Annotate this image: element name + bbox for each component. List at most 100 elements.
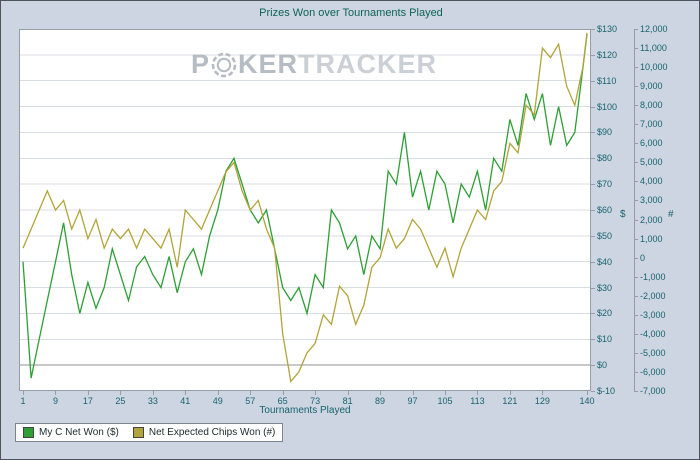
legend-item: My C Net Won ($): [23, 427, 119, 438]
hash-tick-label: -7,000: [640, 386, 666, 396]
hash-tick: [634, 372, 638, 373]
hash-tick-label: 11,000: [640, 43, 667, 53]
hash-tick: [634, 353, 638, 354]
legend-item: Net Expected Chips Won (#): [132, 427, 276, 438]
dollar-tick: [591, 339, 595, 340]
x-tick-label: 41: [180, 396, 191, 406]
dollar-tick: [591, 158, 595, 159]
legend-label-net-won: My C Net Won ($): [39, 427, 119, 438]
dollar-tick: [591, 365, 595, 366]
hash-tick: [634, 181, 638, 182]
hash-tick: [634, 67, 638, 68]
x-tick: [185, 391, 186, 395]
hash-tick: [634, 315, 638, 316]
hash-tick-label: -3,000: [640, 310, 666, 320]
legend: My C Net Won ($) Net Expected Chips Won …: [15, 423, 284, 442]
hash-tick-label: -4,000: [640, 329, 666, 339]
hash-tick: [634, 105, 638, 106]
dollar-tick-label: $10: [597, 334, 613, 344]
x-tick-label: 49: [212, 396, 223, 406]
x-axis-title: Tournaments Played: [259, 405, 351, 416]
hash-tick-label: 8,000: [640, 100, 663, 110]
hash-tick-label: -2,000: [640, 291, 666, 301]
hash-tick-label: 5,000: [640, 157, 663, 167]
dollar-tick-label: $70: [597, 179, 613, 189]
hash-axis-line: [634, 29, 635, 391]
x-tick: [380, 391, 381, 395]
hash-tick-label: -5,000: [640, 348, 666, 358]
x-tick: [120, 391, 121, 395]
watermark-text-ker: KER: [238, 49, 299, 79]
dollar-tick: [591, 184, 595, 185]
x-tick: [250, 391, 251, 395]
hash-tick-label: -6,000: [640, 367, 666, 377]
hash-tick: [634, 48, 638, 49]
dollar-tick-label: $40: [597, 257, 613, 267]
dollar-tick-label: $80: [597, 153, 613, 163]
x-tick-label: 33: [147, 396, 158, 406]
x-tick-label: 81: [342, 396, 353, 406]
plot-area: P KER TRACKER: [19, 29, 591, 391]
dollar-tick: [591, 107, 595, 108]
x-tick: [542, 391, 543, 395]
dollar-tick-label: $30: [597, 283, 613, 293]
watermark: P KER TRACKER: [191, 51, 437, 78]
hash-tick: [634, 124, 638, 125]
dollar-tick-label: $100: [597, 102, 618, 112]
dollar-tick: [591, 81, 595, 82]
x-tick-label: 17: [82, 396, 93, 406]
hash-tick: [634, 258, 638, 259]
x-tick-label: 129: [534, 396, 550, 406]
x-tick: [283, 391, 284, 395]
x-tick-label: 121: [502, 396, 518, 406]
dollar-tick-label: $130: [597, 24, 618, 34]
hash-tick-label: 9,000: [640, 81, 663, 91]
dollar-tick: [591, 29, 595, 30]
hash-tick: [634, 239, 638, 240]
x-tick-label: 9: [52, 396, 58, 406]
plot-svg: [19, 29, 591, 391]
legend-label-expected-chips: Net Expected Chips Won (#): [148, 427, 276, 438]
x-tick-label: 73: [310, 396, 321, 406]
x-tick: [445, 391, 446, 395]
hash-tick-label: 10,000: [640, 62, 668, 72]
watermark-text-tracker: TRACKER: [298, 49, 438, 79]
dollar-tick: [591, 132, 595, 133]
hash-tick: [634, 162, 638, 163]
hash-axis-title: #: [668, 209, 674, 220]
hash-tick-label: 3,000: [640, 195, 663, 205]
dollar-tick: [591, 262, 595, 263]
x-tick: [88, 391, 89, 395]
x-tick: [218, 391, 219, 395]
poker-chip-icon: [211, 52, 237, 77]
x-tick-label: 25: [115, 396, 126, 406]
hash-tick: [634, 334, 638, 335]
chart-title: Prizes Won over Tournaments Played: [259, 7, 443, 19]
dollar-tick: [591, 210, 595, 211]
x-tick-label: 89: [375, 396, 386, 406]
dollar-tick: [591, 288, 595, 289]
x-tick: [413, 391, 414, 395]
hash-tick-label: 7,000: [640, 119, 663, 129]
hash-tick: [634, 277, 638, 278]
x-tick-label: 105: [437, 396, 453, 406]
dollar-tick-label: $90: [597, 127, 613, 137]
series-line-0: [22, 34, 588, 379]
hash-tick-label: 0: [640, 253, 646, 263]
hash-tick: [634, 200, 638, 201]
hash-tick: [634, 391, 638, 392]
dollar-tick-label: $20: [597, 308, 613, 318]
x-tick-label: 65: [277, 396, 288, 406]
watermark-text-p: P: [191, 49, 211, 79]
hash-tick: [634, 86, 638, 87]
hash-tick-label: 12,000: [640, 24, 668, 34]
x-tick-label: 1: [20, 396, 26, 406]
series-line-1: [22, 32, 588, 383]
hash-tick-label: 6,000: [640, 138, 663, 148]
dollar-tick: [591, 55, 595, 56]
dollar-tick-label: $50: [597, 231, 613, 241]
hash-tick: [634, 143, 638, 144]
x-tick: [55, 391, 56, 395]
legend-swatch-expected-chips: [132, 427, 144, 438]
